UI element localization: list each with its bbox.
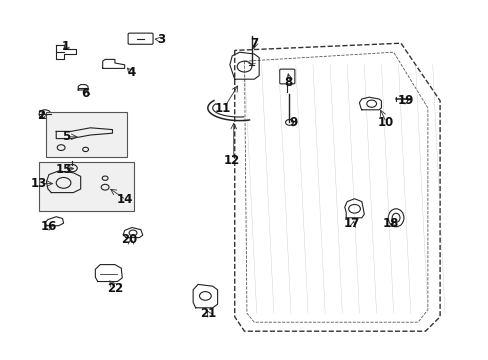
Text: 20: 20 (121, 233, 138, 246)
Text: 18: 18 (382, 217, 399, 230)
Text: 14: 14 (116, 193, 133, 206)
Text: 9: 9 (289, 116, 297, 129)
Text: 19: 19 (397, 94, 413, 107)
Text: 8: 8 (284, 76, 292, 89)
Text: 10: 10 (377, 116, 394, 129)
FancyBboxPatch shape (39, 162, 134, 211)
Text: 4: 4 (128, 66, 136, 78)
Text: 11: 11 (214, 102, 230, 114)
Text: 3: 3 (157, 33, 165, 46)
Text: 21: 21 (199, 307, 216, 320)
Text: 13: 13 (31, 177, 47, 190)
FancyBboxPatch shape (46, 112, 127, 157)
Text: 22: 22 (106, 282, 123, 294)
Text: 6: 6 (81, 87, 89, 100)
Text: 15: 15 (55, 163, 72, 176)
Text: 17: 17 (343, 217, 360, 230)
Text: 7: 7 (250, 37, 258, 50)
Text: 2: 2 (38, 109, 45, 122)
Text: 12: 12 (224, 154, 240, 167)
Text: 1: 1 (62, 40, 70, 53)
Text: 16: 16 (41, 220, 57, 233)
Text: 5: 5 (62, 130, 70, 143)
